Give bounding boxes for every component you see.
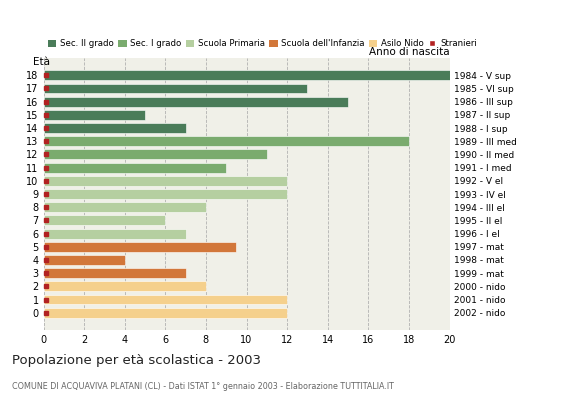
Bar [44,163,226,172]
Bar [44,176,287,186]
Bar [44,255,125,265]
Text: Popolazione per età scolastica - 2003: Popolazione per età scolastica - 2003 [12,354,260,367]
Bar [44,229,186,238]
Text: Anno di nascita: Anno di nascita [369,48,450,58]
Bar [44,136,409,146]
Bar [44,216,165,225]
Bar [44,150,267,159]
Bar [44,281,206,291]
Text: Età: Età [34,57,50,67]
Bar [44,97,348,107]
Bar [44,70,450,80]
Legend: Sec. II grado, Sec. I grado, Scuola Primaria, Scuola dell'Infanzia, Asilo Nido, : Sec. II grado, Sec. I grado, Scuola Prim… [48,39,477,48]
Bar [44,84,307,94]
Bar [44,189,287,199]
Bar [44,242,237,252]
Bar [44,202,206,212]
Bar [44,268,186,278]
Text: COMUNE DI ACQUAVIVA PLATANI (CL) - Dati ISTAT 1° gennaio 2003 - Elaborazione TUT: COMUNE DI ACQUAVIVA PLATANI (CL) - Dati … [12,382,393,391]
Bar [44,123,186,133]
Bar [44,308,287,318]
Bar [44,110,145,120]
Bar [44,294,287,304]
